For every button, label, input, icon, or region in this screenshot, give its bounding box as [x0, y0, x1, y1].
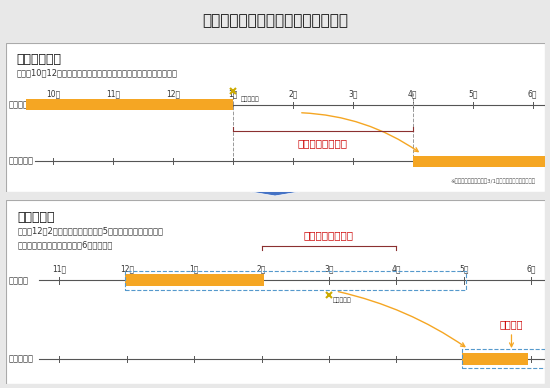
FancyBboxPatch shape	[461, 353, 527, 365]
Text: 2月: 2月	[257, 265, 266, 274]
Text: タイムラグ２ヶ月: タイムラグ２ヶ月	[304, 230, 354, 240]
Text: 11月: 11月	[106, 89, 120, 98]
Text: 〔例〕12－2月の平均燃料価格が翌5月分の燃料費調整に適用: 〔例〕12－2月の平均燃料価格が翌5月分の燃料費調整に適用	[18, 227, 164, 236]
Text: 【現行制度】: 【現行制度】	[16, 54, 61, 66]
Text: 1月: 1月	[228, 89, 238, 98]
Text: 12月: 12月	[120, 265, 134, 274]
Text: 燃料費調整: 燃料費調整	[9, 354, 34, 363]
Polygon shape	[192, 163, 358, 196]
Text: 【新制度】: 【新制度】	[18, 211, 55, 224]
Text: 原燃料費調整制度の見直しについて: 原燃料費調整制度の見直しについて	[202, 13, 348, 28]
Text: 3月: 3月	[324, 265, 334, 274]
FancyBboxPatch shape	[125, 274, 263, 286]
Text: １－３月の　〃　　　が6月分の　〃: １－３月の 〃 が6月分の 〃	[18, 240, 113, 249]
FancyBboxPatch shape	[6, 200, 544, 384]
Text: 6月: 6月	[526, 265, 536, 274]
Text: 〔例〕10－12月の平均燃料価格が翌４－６月分の燃料費調整に適用: 〔例〕10－12月の平均燃料価格が翌４－６月分の燃料費調整に適用	[16, 68, 177, 77]
Text: 統計値公表: 統計値公表	[332, 298, 351, 303]
Text: 燃料価格: 燃料価格	[8, 100, 29, 109]
Text: 6月: 6月	[528, 89, 537, 98]
FancyBboxPatch shape	[6, 43, 544, 192]
Text: 5月: 5月	[468, 89, 477, 98]
Text: 燃料価格: 燃料価格	[9, 276, 29, 285]
Text: 4月: 4月	[392, 265, 401, 274]
Text: 4月: 4月	[408, 89, 417, 98]
Text: 11月: 11月	[52, 265, 67, 274]
Text: 燃料費調整: 燃料費調整	[8, 157, 34, 166]
Text: 毎月調整: 毎月調整	[500, 319, 523, 329]
Text: 12月: 12月	[166, 89, 180, 98]
Text: 10月: 10月	[46, 89, 60, 98]
Text: 3月: 3月	[348, 89, 358, 98]
Text: 2月: 2月	[288, 89, 298, 98]
FancyBboxPatch shape	[412, 156, 550, 167]
Text: タイムラグ３ヶ月: タイムラグ３ヶ月	[298, 139, 348, 149]
FancyBboxPatch shape	[26, 99, 233, 110]
Text: 1月: 1月	[189, 265, 199, 274]
Text: 5月: 5月	[459, 265, 469, 274]
Text: ※４月分料金は、最短で3/1から使用される料金に適用: ※４月分料金は、最短で3/1から使用される料金に適用	[450, 179, 536, 184]
Text: 統計値公表: 統計値公表	[240, 97, 259, 102]
